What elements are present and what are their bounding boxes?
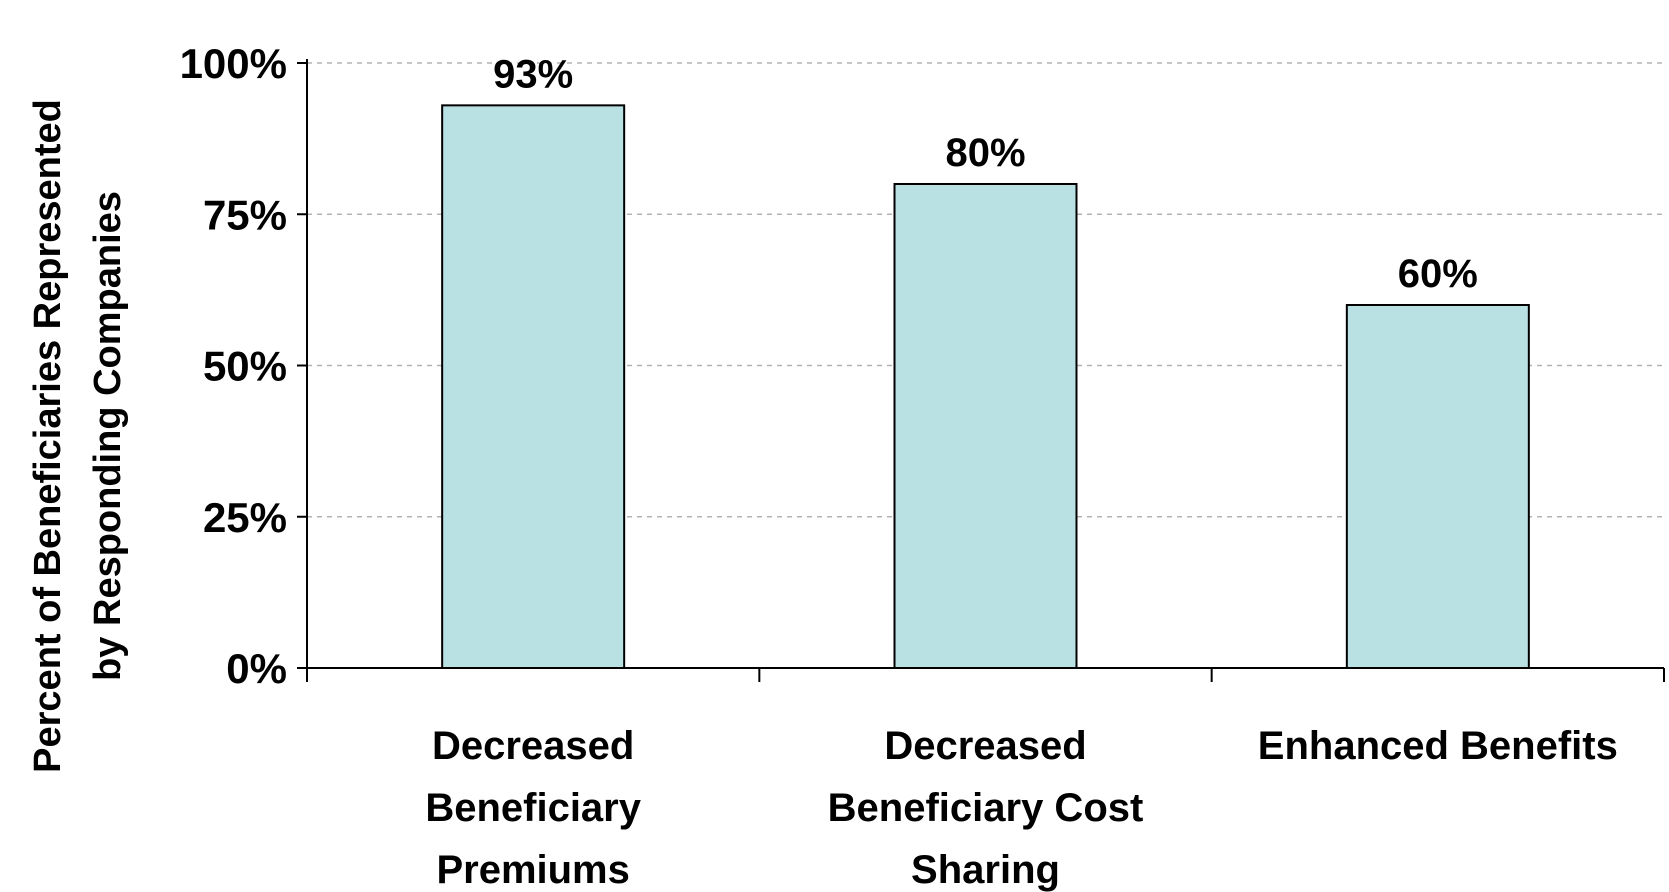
y-tick-label: 50% bbox=[203, 343, 287, 390]
y-tick-label: 25% bbox=[203, 494, 287, 541]
y-tick-label: 100% bbox=[180, 40, 287, 87]
category-label-line: Decreased bbox=[432, 724, 634, 768]
category-label-line: Beneficiary Cost bbox=[828, 786, 1144, 830]
category-label-line: Premiums bbox=[436, 848, 629, 892]
y-axis-title-line: by Responding Companies bbox=[87, 191, 129, 681]
y-tick-label: 0% bbox=[226, 645, 287, 692]
y-axis-title-line: Percent of Beneficiaries Represented bbox=[27, 99, 69, 773]
data-label: 80% bbox=[945, 131, 1025, 175]
category-labels: Decreased Beneficiary Premiums Decreased Ben… bbox=[425, 724, 1618, 892]
bar bbox=[1345, 304, 1530, 669]
category-label: Enhanced Benefits bbox=[1258, 724, 1618, 768]
category-label: Decreased Beneficiary Cost Sharing bbox=[828, 724, 1144, 892]
category-label-line: Decreased bbox=[884, 724, 1086, 768]
bar bbox=[441, 104, 626, 670]
category-label-line: Sharing bbox=[911, 848, 1060, 892]
data-label: 93% bbox=[493, 52, 573, 96]
y-axis-title: Percent of Beneficiaries Represented by R… bbox=[27, 99, 129, 773]
y-tick-labels: 0% 25% 50% 75% 100% bbox=[180, 40, 287, 692]
category-label-line: Beneficiary bbox=[425, 786, 641, 830]
bar bbox=[893, 183, 1078, 669]
axes bbox=[297, 59, 1665, 682]
bars bbox=[441, 104, 1530, 670]
data-label: 60% bbox=[1398, 252, 1478, 296]
category-label: Decreased Beneficiary Premiums bbox=[425, 724, 641, 892]
category-label-line: Enhanced Benefits bbox=[1258, 724, 1618, 768]
y-tick-label: 75% bbox=[203, 191, 287, 238]
data-labels: 93% 80% 60% bbox=[493, 52, 1478, 296]
y-axis-title-group: Percent of Beneficiaries Represented by R… bbox=[27, 99, 129, 773]
